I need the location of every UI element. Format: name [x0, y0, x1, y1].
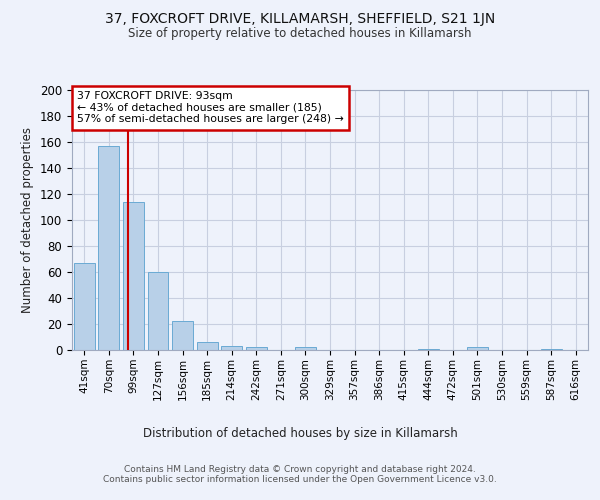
Bar	[98, 146, 119, 350]
Bar	[172, 322, 193, 350]
Text: Distribution of detached houses by size in Killamarsh: Distribution of detached houses by size …	[143, 428, 457, 440]
Text: 37 FOXCROFT DRIVE: 93sqm
← 43% of detached houses are smaller (185)
57% of semi-: 37 FOXCROFT DRIVE: 93sqm ← 43% of detach…	[77, 92, 344, 124]
Bar	[197, 342, 218, 350]
Bar	[295, 348, 316, 350]
Bar	[246, 348, 267, 350]
Bar	[221, 346, 242, 350]
Bar	[74, 263, 95, 350]
Text: Size of property relative to detached houses in Killamarsh: Size of property relative to detached ho…	[128, 28, 472, 40]
Y-axis label: Number of detached properties: Number of detached properties	[22, 127, 34, 313]
Bar	[418, 348, 439, 350]
Text: 37, FOXCROFT DRIVE, KILLAMARSH, SHEFFIELD, S21 1JN: 37, FOXCROFT DRIVE, KILLAMARSH, SHEFFIEL…	[105, 12, 495, 26]
Bar	[123, 202, 144, 350]
Text: Contains HM Land Registry data © Crown copyright and database right 2024.
Contai: Contains HM Land Registry data © Crown c…	[103, 465, 497, 484]
Bar	[148, 272, 169, 350]
Bar	[467, 348, 488, 350]
Bar	[541, 348, 562, 350]
